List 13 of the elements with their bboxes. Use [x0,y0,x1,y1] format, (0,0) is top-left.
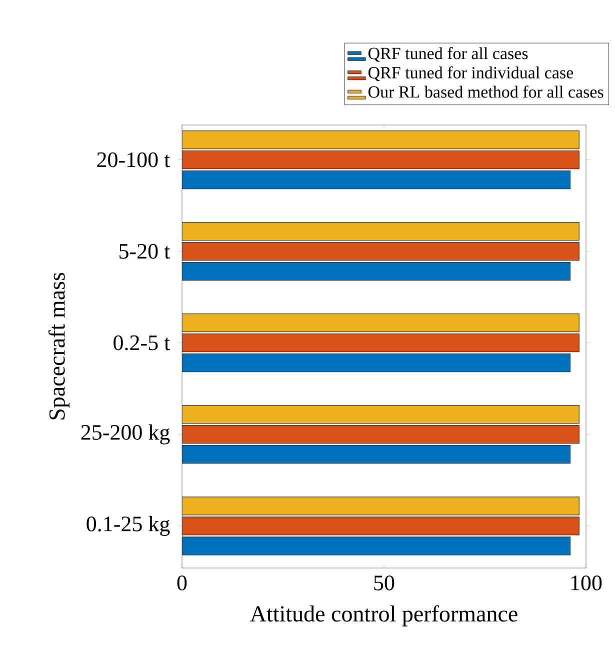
y-axis-title: Spacecraft mass [48,272,70,420]
legend-label: QRF tuned for all cases [368,47,528,62]
y-tick-label: 20-100 t [97,152,170,168]
x-axis-title: Attitude control performance [250,605,518,626]
y-tick-label: 5-20 t [120,244,170,259]
legend-label: Our RL based method for all cases [368,86,604,98]
y-tick-label: 0.2-5 t [114,335,170,350]
y-tick-label: 25-200 kg [81,424,170,444]
x-tick-label: 0 [177,576,187,590]
x-tick-label: 50 [374,576,394,590]
x-tick-label: 100 [571,576,602,590]
legend-label: QRF tuned for individual case [368,66,574,82]
y-tick-label: 0.1-25 kg [86,516,170,536]
